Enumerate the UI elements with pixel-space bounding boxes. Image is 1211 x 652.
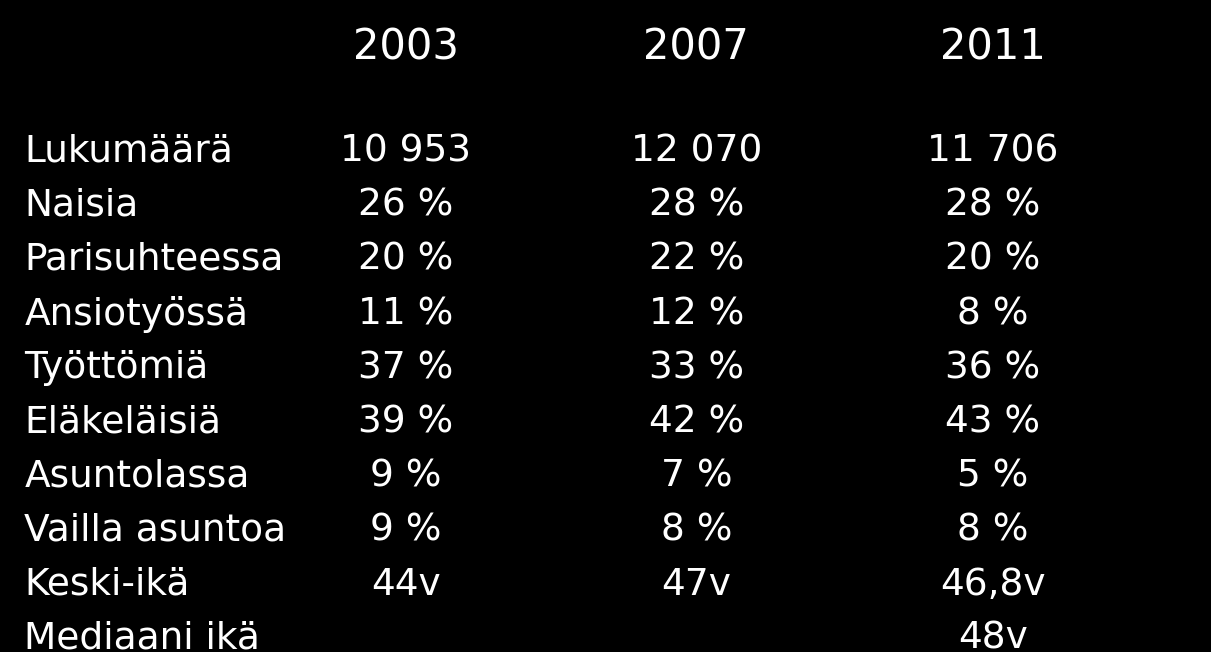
Text: 22 %: 22 % xyxy=(649,242,744,278)
Text: 11 706: 11 706 xyxy=(928,134,1058,170)
Text: 37 %: 37 % xyxy=(358,350,453,386)
Text: 8 %: 8 % xyxy=(957,512,1029,548)
Text: Eläkeläisiä: Eläkeläisiä xyxy=(24,404,222,440)
Text: 44v: 44v xyxy=(371,567,441,602)
Text: Vailla asuntoa: Vailla asuntoa xyxy=(24,512,286,548)
Text: 48v: 48v xyxy=(958,621,1028,652)
Text: 33 %: 33 % xyxy=(649,350,744,386)
Text: 20 %: 20 % xyxy=(358,242,453,278)
Text: Naisia: Naisia xyxy=(24,188,138,224)
Text: 36 %: 36 % xyxy=(946,350,1040,386)
Text: Työttömiä: Työttömiä xyxy=(24,350,208,386)
Text: 10 953: 10 953 xyxy=(340,134,471,170)
Text: 5 %: 5 % xyxy=(958,458,1028,494)
Text: 42 %: 42 % xyxy=(649,404,744,440)
Text: 47v: 47v xyxy=(661,567,731,602)
Text: 26 %: 26 % xyxy=(358,188,453,224)
Text: 9 %: 9 % xyxy=(369,458,442,494)
Text: 12 070: 12 070 xyxy=(631,134,762,170)
Text: 20 %: 20 % xyxy=(946,242,1040,278)
Text: 7 %: 7 % xyxy=(660,458,733,494)
Text: 2011: 2011 xyxy=(940,26,1046,68)
Text: 43 %: 43 % xyxy=(946,404,1040,440)
Text: 2007: 2007 xyxy=(643,26,750,68)
Text: Parisuhteessa: Parisuhteessa xyxy=(24,242,283,278)
Text: 11 %: 11 % xyxy=(358,296,453,332)
Text: Asuntolassa: Asuntolassa xyxy=(24,458,249,494)
Text: 28 %: 28 % xyxy=(946,188,1040,224)
Text: 8 %: 8 % xyxy=(660,512,733,548)
Text: 8 %: 8 % xyxy=(957,296,1029,332)
Text: 39 %: 39 % xyxy=(358,404,453,440)
Text: Ansiotyössä: Ansiotyössä xyxy=(24,296,248,333)
Text: 28 %: 28 % xyxy=(649,188,744,224)
Text: 9 %: 9 % xyxy=(369,512,442,548)
Text: Keski-ikä: Keski-ikä xyxy=(24,567,190,602)
Text: Lukumäärä: Lukumäärä xyxy=(24,134,233,170)
Text: 2003: 2003 xyxy=(352,26,459,68)
Text: 12 %: 12 % xyxy=(649,296,744,332)
Text: 46,8v: 46,8v xyxy=(940,567,1046,602)
Text: Mediaani ikä: Mediaani ikä xyxy=(24,621,260,652)
